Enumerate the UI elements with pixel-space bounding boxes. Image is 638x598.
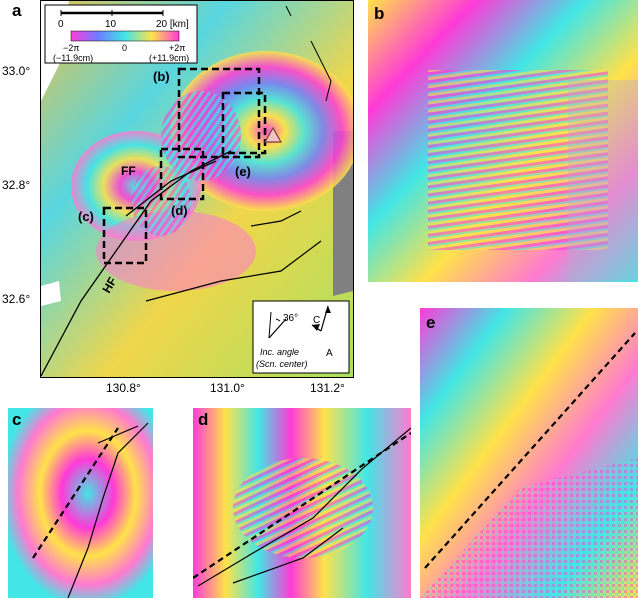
geometry-line2: (Scn. center) — [256, 359, 308, 369]
colorbar-left-top: −2π — [63, 43, 79, 53]
label-box-d: (d) — [171, 203, 188, 218]
label-box-b: (b) — [153, 69, 170, 84]
dashed-fault-line — [424, 332, 636, 569]
interferogram-a: (b) (e) (d) (c) FF HF 0 10 20 [km] −2π (… — [41, 1, 353, 377]
box-b — [177, 67, 261, 159]
label-hf: HF — [99, 275, 119, 296]
panel-label-c: c — [12, 410, 22, 429]
lat-tick-32-8: 32.8° — [2, 178, 31, 192]
panel-d-interferogram — [193, 408, 411, 598]
futagawa-fault-trace — [125, 160, 217, 217]
geometry-inset — [252, 300, 350, 374]
colorbar-left-bottom: (−11.9cm) — [53, 53, 93, 63]
lat-tick-32-6: 32.6° — [2, 292, 31, 306]
lon-tick-130-8: 130.8° — [106, 381, 141, 395]
panel-label-b: b — [374, 4, 385, 23]
incidence-angle-value: 36° — [283, 313, 298, 324]
scale-label-0: 0 — [58, 19, 64, 30]
geometry-c-label: C — [313, 315, 320, 326]
panel-a-map: (b) (e) (d) (c) FF HF 0 10 20 [km] −2π (… — [40, 0, 354, 378]
panel-c-interferogram — [8, 408, 153, 598]
geometry-line1: Inc. angle — [260, 347, 299, 357]
panel-label-a: a — [12, 1, 22, 20]
colorbar-right-bottom: (+11.9cm) — [149, 53, 189, 63]
lon-tick-131-0: 131.0° — [210, 381, 245, 395]
scale-label-10: 10 — [105, 19, 117, 30]
label-box-e: (e) — [235, 164, 251, 179]
colorbar-right-top: +2π — [169, 43, 185, 53]
panel-label-d: d — [198, 410, 209, 429]
panel-b-interferogram — [368, 0, 638, 282]
lat-tick-33-0: 33.0° — [2, 64, 31, 78]
box-e — [221, 91, 267, 155]
label-ff: FF — [121, 164, 136, 178]
dashed-fault-line — [32, 427, 119, 559]
colorbar-center: 0 — [122, 43, 127, 53]
label-box-c: (c) — [78, 209, 94, 224]
scale-label-20: 20 [km] — [156, 19, 189, 30]
dashed-fault-line — [193, 432, 411, 579]
panel-e-interferogram — [420, 308, 638, 598]
volcano-marker-icon — [263, 126, 283, 143]
hinagu-fault-trace — [41, 150, 232, 377]
lon-tick-131-2: 131.2° — [310, 381, 345, 395]
geometry-a-label: A — [326, 348, 333, 359]
panel-label-e: e — [426, 313, 436, 332]
box-c — [102, 206, 148, 265]
colorbar — [70, 30, 180, 42]
box-d — [159, 147, 205, 201]
